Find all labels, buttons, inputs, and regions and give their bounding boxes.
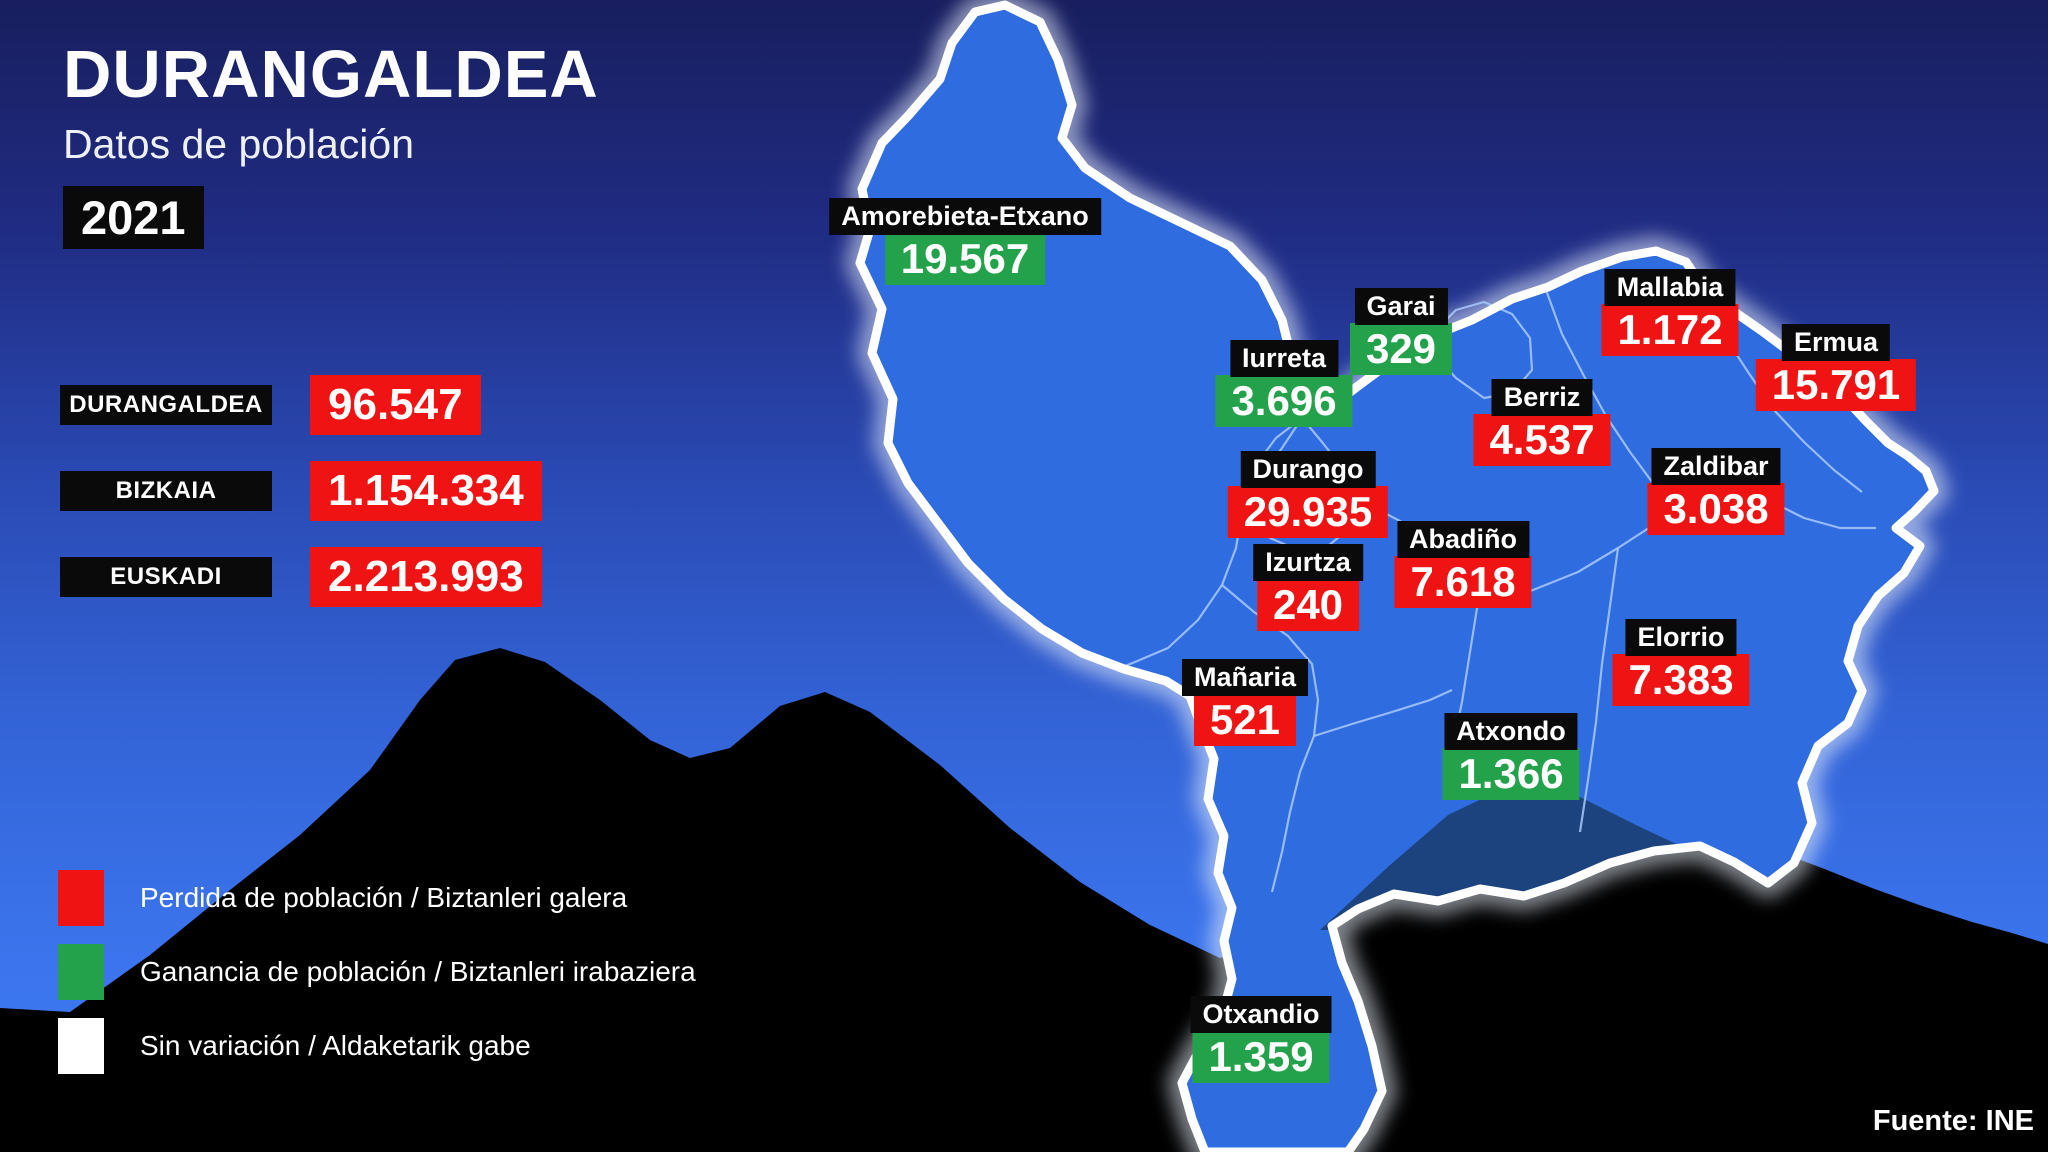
header: DURANGALDEA Datos de población 2021	[63, 36, 599, 249]
municipality-population: 7.618	[1394, 556, 1532, 608]
summary-row-euskadi: EUSKADI 2.213.993	[60, 547, 542, 607]
summary-label: EUSKADI	[60, 557, 272, 597]
summary-label: DURANGALDEA	[60, 385, 272, 425]
municipality-population: 4.537	[1473, 414, 1611, 466]
municipality-durango: Durango 29.935	[1227, 451, 1389, 538]
summary-row-bizkaia: BIZKAIA 1.154.334	[60, 461, 542, 521]
municipality-name: Otxandio	[1190, 996, 1332, 1033]
year-badge: 2021	[63, 186, 204, 249]
municipality-name: Amorebieta-Etxano	[829, 198, 1101, 235]
municipality-name: Berriz	[1491, 379, 1593, 416]
municipality-population: 19.567	[884, 233, 1046, 285]
municipality-population: 1.359	[1192, 1031, 1330, 1083]
municipality-population: 521	[1193, 694, 1297, 746]
municipality-name: Iurreta	[1229, 340, 1339, 377]
legend-swatch-none	[58, 1018, 104, 1074]
municipality-population: 1.172	[1601, 304, 1739, 356]
municipality-population: 3.696	[1215, 375, 1353, 427]
municipality-name: Zaldibar	[1651, 448, 1781, 485]
municipality-iurreta: Iurreta 3.696	[1215, 340, 1353, 427]
mountain-silhouette	[0, 648, 2048, 1152]
municipality-population: 1.366	[1442, 748, 1580, 800]
page-subtitle: Datos de población	[63, 121, 415, 167]
municipality-elorrio: Elorrio 7.383	[1612, 619, 1750, 706]
municipality-name: Garai	[1354, 288, 1448, 325]
municipality-manaria: Mañaria 521	[1181, 659, 1309, 746]
municipality-name: Elorrio	[1625, 619, 1737, 656]
source-credit: Fuente: INE	[1872, 1105, 2034, 1137]
municipality-population: 329	[1349, 323, 1453, 375]
legend-label: Ganancia de población / Biztanleri iraba…	[140, 956, 696, 987]
municipality-population: 15.791	[1755, 359, 1917, 411]
legend: Perdida de población / Biztanleri galera…	[58, 870, 696, 1092]
legend-row-none: Sin variación / Aldaketarik gabe	[58, 1018, 696, 1074]
summary-label: BIZKAIA	[60, 471, 272, 511]
municipality-garai: Garai 329	[1349, 288, 1453, 375]
legend-row-loss: Perdida de población / Biztanleri galera	[58, 870, 696, 926]
municipality-berriz: Berriz 4.537	[1473, 379, 1611, 466]
municipality-name: Atxondo	[1444, 713, 1578, 750]
municipality-name: Mallabia	[1604, 269, 1736, 306]
legend-swatch-loss	[58, 870, 104, 926]
municipality-zaldibar: Zaldibar 3.038	[1647, 448, 1785, 535]
municipality-population: 240	[1256, 579, 1360, 631]
municipality-population: 7.383	[1612, 654, 1750, 706]
legend-swatch-gain	[58, 944, 104, 1000]
summary-value: 96.547	[310, 375, 481, 435]
municipality-name: Abadiño	[1396, 521, 1529, 558]
legend-row-gain: Ganancia de población / Biztanleri iraba…	[58, 944, 696, 1000]
municipality-name: Izurtza	[1253, 544, 1363, 581]
summary-value: 1.154.334	[310, 461, 542, 521]
summary-row-durangaldea: DURANGALDEA 96.547	[60, 375, 481, 435]
municipality-population: 3.038	[1647, 483, 1785, 535]
legend-label: Perdida de población / Biztanleri galera	[140, 882, 628, 913]
municipality-otxandio: Otxandio 1.359	[1190, 996, 1332, 1083]
municipality-mallabia: Mallabia 1.172	[1601, 269, 1739, 356]
municipality-atxondo: Atxondo 1.366	[1442, 713, 1580, 800]
municipality-name: Ermua	[1781, 324, 1891, 361]
municipality-name: Mañaria	[1181, 659, 1309, 696]
municipality-abadino: Abadiño 7.618	[1394, 521, 1532, 608]
legend-label: Sin variación / Aldaketarik gabe	[140, 1030, 531, 1061]
municipality-population: 29.935	[1227, 486, 1389, 538]
municipality-ermua: Ermua 15.791	[1755, 324, 1917, 411]
municipality-izurtza: Izurtza 240	[1253, 544, 1363, 631]
municipality-amorebieta-etxano: Amorebieta-Etxano 19.567	[829, 198, 1101, 285]
municipality-name: Durango	[1240, 451, 1376, 488]
summary-value: 2.213.993	[310, 547, 542, 607]
page-title: DURANGALDEA	[63, 37, 599, 112]
